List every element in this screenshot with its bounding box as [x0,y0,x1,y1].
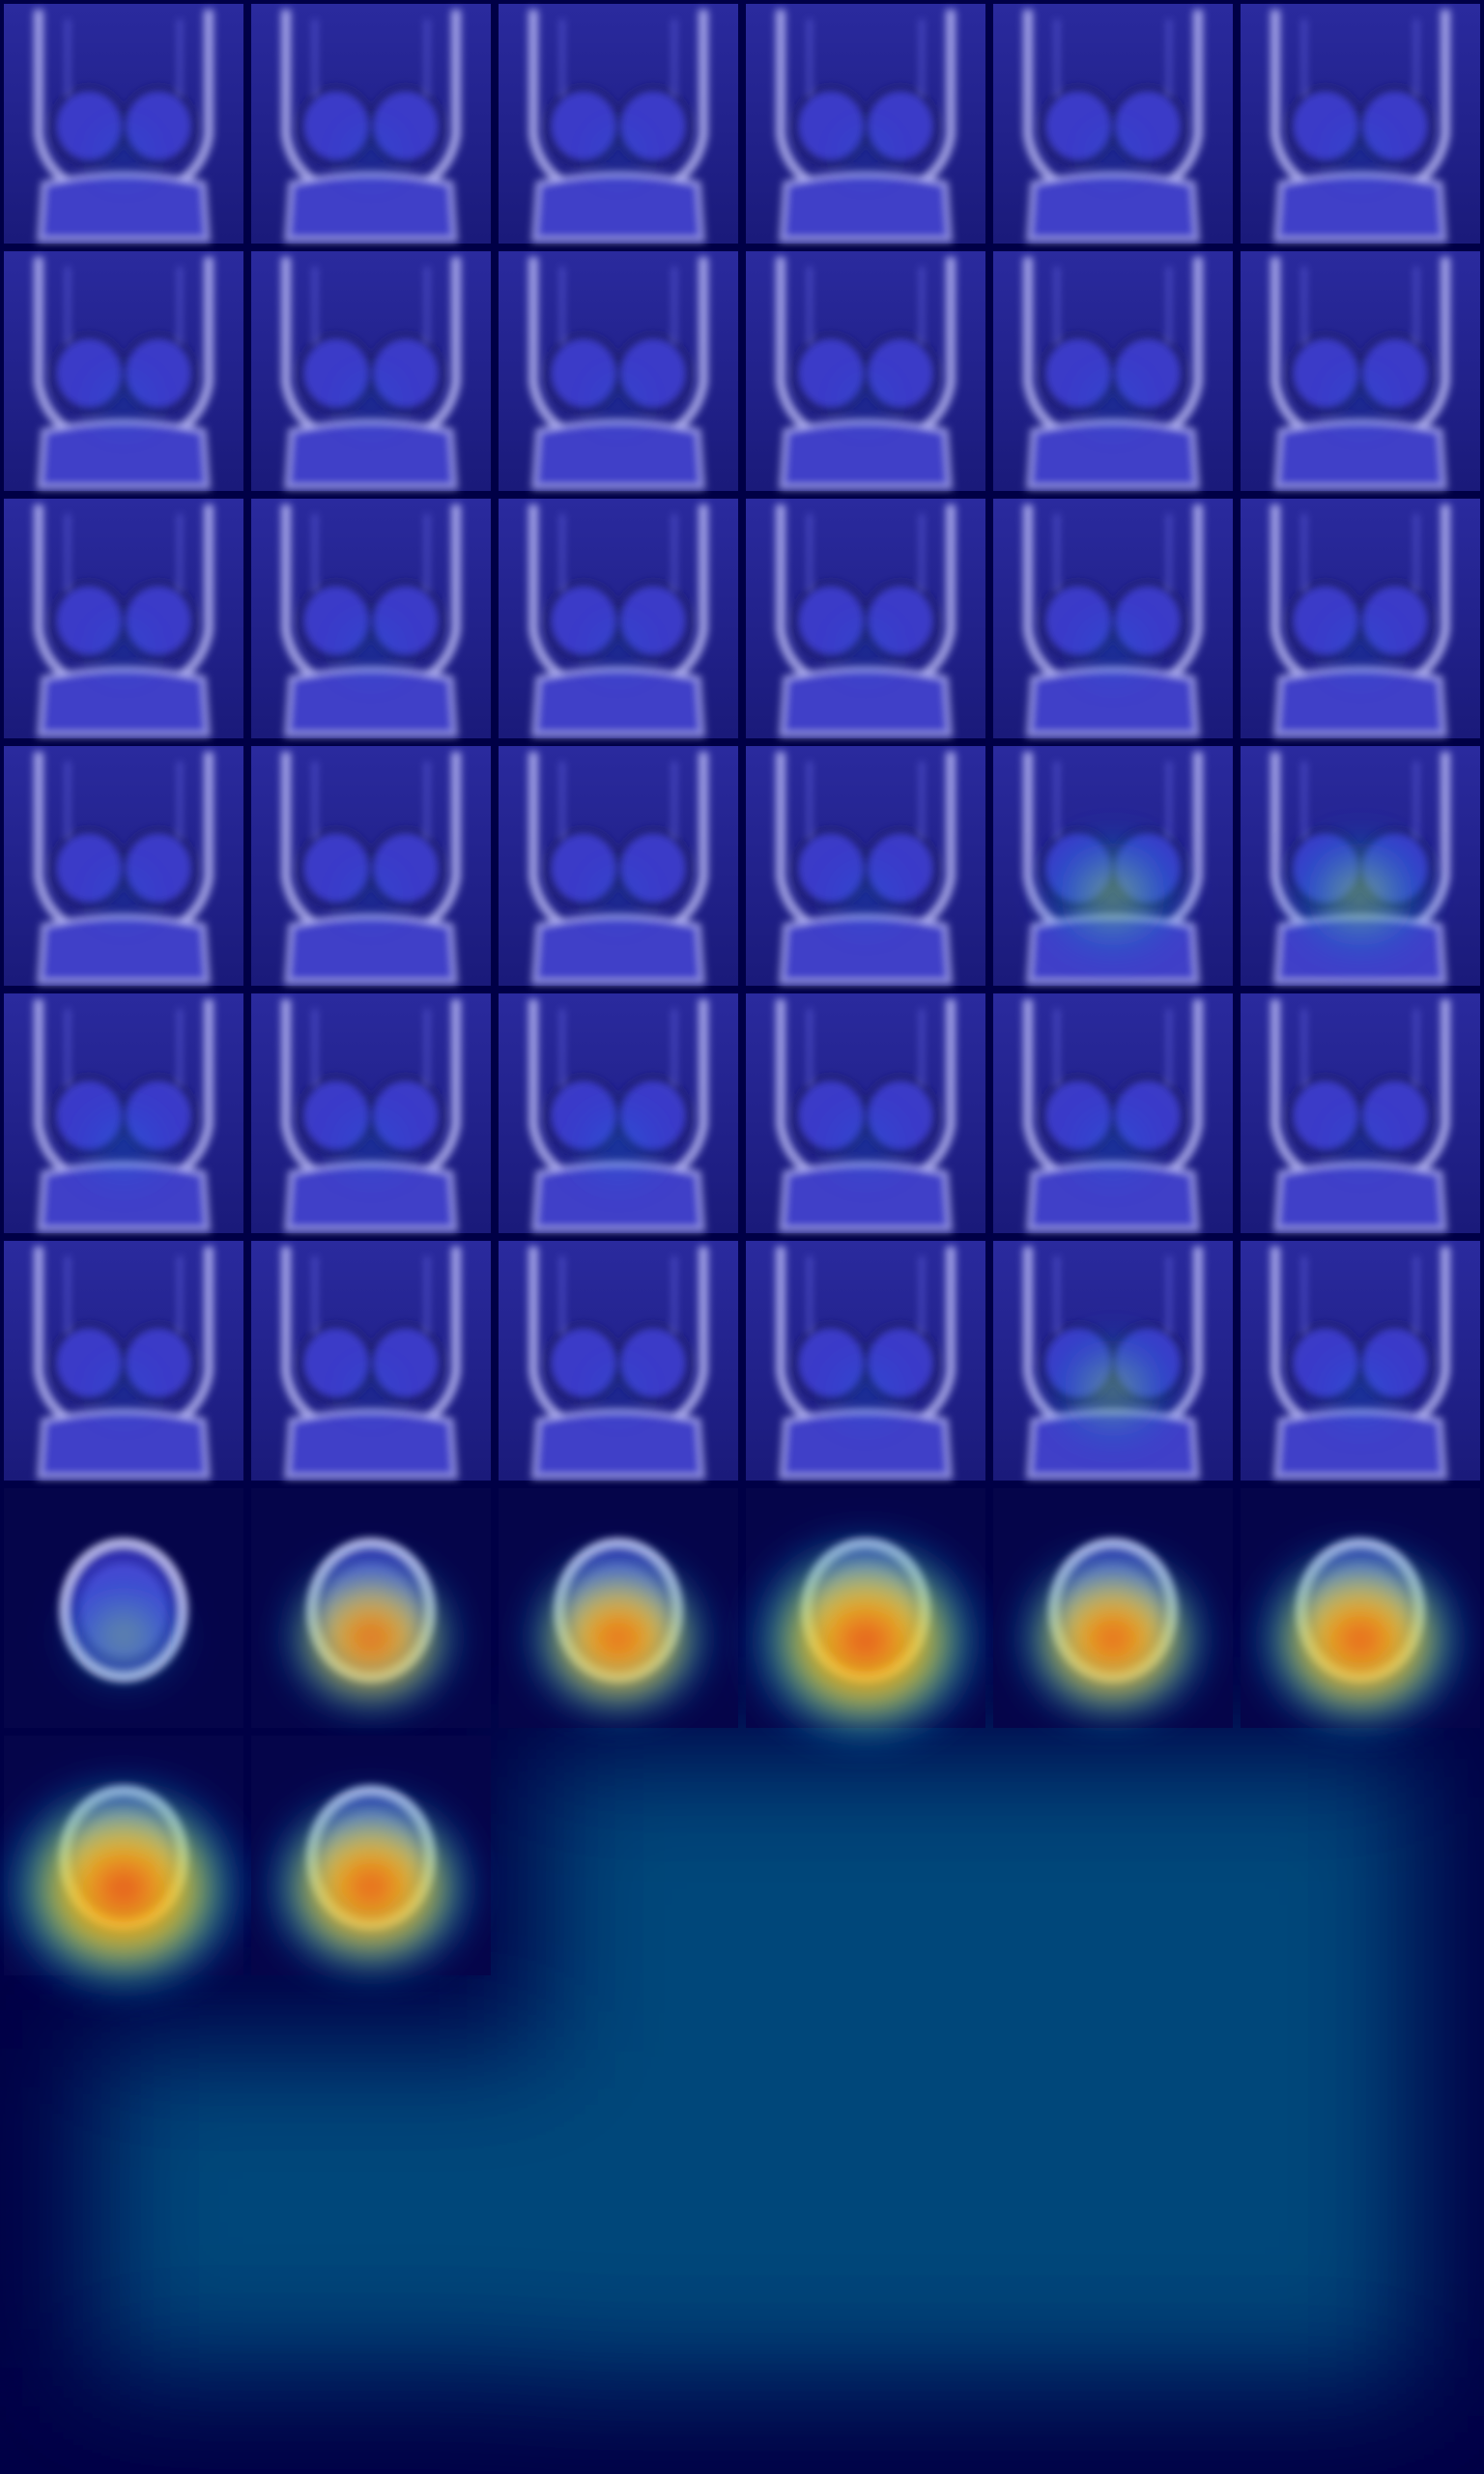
heat-overlay [1072,108,1154,182]
heat-overlay [1303,1330,1417,1434]
heat-overlay [1056,1082,1170,1187]
heat-overlay [739,1515,992,1743]
slice-tile [993,499,1233,738]
slice-tile [251,746,491,986]
heat-overlay [825,356,906,429]
heat-overlay [575,600,662,679]
heat-overlay [813,1087,919,1182]
slice-tiles-layer [0,4,1480,1995]
heat-overlay [813,1335,919,1429]
heat-overlay [1312,596,1409,683]
slice-tile [993,1488,1233,1728]
heat-overlay [330,1345,412,1419]
heat-overlay [1248,1528,1472,1731]
slice-tile [251,251,491,491]
heat-overlay [1042,1318,1184,1446]
slice-tile [1241,993,1480,1233]
slice-tile [993,746,1233,986]
slice-tile [251,4,491,244]
heat-overlay [80,1342,167,1422]
heat-overlay [323,596,419,683]
slice-tile [251,993,491,1233]
empty-region-glow [97,1759,1411,2377]
heat-overlay [1317,353,1404,432]
heat-overlay [80,600,167,679]
heat-overlay [578,1345,659,1419]
slice-tile [499,746,738,986]
slice-tile [746,1241,985,1481]
slice-tile [4,251,243,491]
slice-tile [4,1488,243,1728]
slice-tile [993,993,1233,1233]
heat-overlay [77,351,170,434]
heat-overlay [1033,815,1193,960]
slice-tile [4,499,243,738]
slice-tile [1241,499,1480,738]
slice-tile [499,1241,738,1481]
slice-tile [499,993,738,1233]
slice-tile [251,499,491,738]
heat-overlay [520,1540,717,1718]
heat-overlay [578,108,659,182]
slice-tile [746,499,985,738]
slice-tile [499,1488,738,1728]
heat-overlay [0,1759,254,1995]
heat-overlay [328,105,414,185]
heat-overlay [259,1775,483,1978]
slice-tile [499,4,738,244]
heat-overlay [825,108,906,182]
slice-tile [746,993,985,1233]
heat-overlay [575,848,662,927]
heat-overlay [80,848,167,927]
heat-overlay [1280,815,1441,960]
slice-tile [251,1488,491,1728]
slice-tile [4,1241,243,1481]
heat-overlay [80,105,167,185]
slice-tile [4,993,243,1233]
heat-overlay [1060,592,1166,687]
heat-overlay [1010,1537,1216,1722]
heat-overlay [822,600,909,679]
slice-tile [993,251,1233,491]
slice-tile [993,4,1233,244]
slice-tile [251,1736,491,1978]
slice-tile [1241,746,1480,986]
slice-tile [499,251,738,491]
heat-overlay [277,1544,465,1714]
heat-overlay [813,840,919,935]
heat-overlay [1317,105,1404,185]
slice-tile [4,4,243,244]
slice-tile [746,251,985,491]
slice-tile [1241,1488,1480,1731]
slice-tile [0,1736,254,1995]
slice-tile [746,4,985,244]
slice-tile [251,1241,491,1481]
heat-overlay [578,356,659,429]
slice-tile [1241,251,1480,491]
heat-overlay [62,1079,186,1191]
slice-tile [739,1488,992,1743]
heat-overlay [318,1087,424,1182]
heat-overlay [328,848,414,927]
slice-tile [1241,1241,1480,1481]
heat-overlay [328,353,414,432]
slice-tile [499,499,738,738]
slice-tile [746,746,985,986]
heat-overlay [52,1566,195,1693]
slice-tile [993,1241,1233,1481]
slice-tile [1241,4,1480,244]
heat-overlay [1317,1095,1404,1174]
slice-tile [4,746,243,986]
heat-overlay [1067,351,1159,434]
heat-overlay [556,1079,680,1191]
